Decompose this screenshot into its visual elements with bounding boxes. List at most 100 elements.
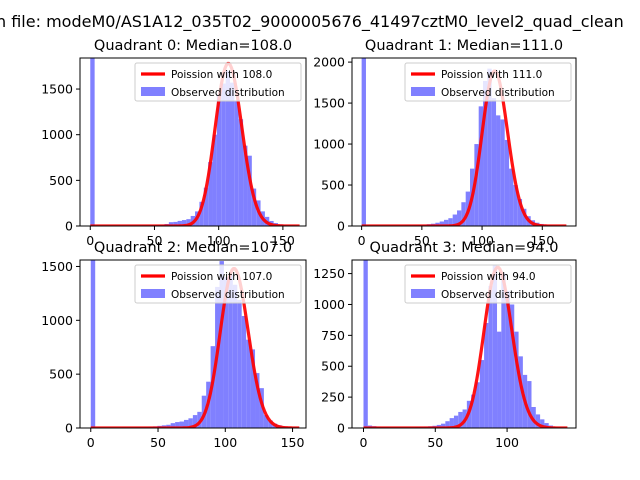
y-tick-label: 0 — [337, 421, 345, 436]
histogram-bar — [484, 323, 489, 428]
x-tick-label: 100 — [207, 233, 231, 248]
histogram-bar — [509, 168, 514, 226]
x-tick-label: 100 — [213, 435, 237, 450]
histogram-bar — [90, 260, 96, 428]
poisson-line — [361, 69, 567, 226]
y-tick-label: 1250 — [313, 266, 345, 281]
legend-box — [404, 264, 572, 304]
histogram-bar — [192, 415, 198, 428]
x-tick-label: 100 — [470, 233, 494, 248]
histogram-bar — [181, 220, 187, 226]
histogram-bar — [448, 218, 453, 226]
histogram-bar — [527, 381, 532, 428]
axes-frame — [79, 57, 307, 227]
histogram-bar — [457, 210, 462, 226]
y-tick-label: 1500 — [313, 96, 345, 111]
histogram-bar — [504, 139, 510, 226]
histogram-bar — [255, 373, 260, 428]
histogram-bar — [479, 360, 485, 428]
histogram-bar — [168, 222, 174, 226]
histogram-bar — [179, 421, 184, 428]
histogram-bar — [497, 331, 502, 428]
histogram-bar — [216, 94, 222, 226]
histogram-bar — [208, 162, 213, 226]
histogram-bar — [212, 134, 217, 226]
legend-line-label: Poission with 107.0 — [171, 271, 272, 283]
quadrant-1-title: Quadrant 1: Median=111.0 — [365, 38, 563, 54]
legend-line-label: Poission with 111.0 — [441, 69, 542, 81]
histogram-bar — [225, 70, 230, 226]
histogram-bar — [491, 98, 497, 226]
legend-box — [134, 62, 302, 102]
histogram-bar — [496, 115, 501, 226]
histogram-bar — [487, 68, 492, 226]
x-tick-label: 50 — [427, 435, 443, 450]
histogram-bar — [544, 423, 549, 428]
y-tick-label: 1000 — [313, 137, 345, 152]
x-tick-label: 150 — [271, 233, 295, 248]
histogram-bar — [175, 422, 180, 428]
legend-line-label: Poission with 94.0 — [441, 271, 536, 283]
legend-line-label: Poission with 108.0 — [171, 69, 272, 81]
poisson-line — [90, 267, 300, 428]
histogram-bar — [363, 260, 368, 428]
histogram-bar — [474, 144, 479, 226]
x-tick-label: 50 — [150, 435, 166, 450]
x-tick-label: 100 — [495, 435, 519, 450]
histogram-bar — [483, 80, 488, 226]
y-tick-label: 500 — [321, 178, 345, 193]
histogram-bar — [247, 155, 252, 226]
histogram-bar — [238, 119, 244, 226]
y-tick-label: 1500 — [41, 82, 73, 97]
histogram-bar — [522, 208, 527, 226]
x-tick-label: 150 — [281, 435, 305, 450]
histogram-bar — [237, 299, 242, 428]
legend-bar-swatch — [141, 87, 165, 96]
histogram-bar — [170, 423, 176, 428]
histogram-bar — [444, 219, 449, 226]
histogram-bar — [478, 106, 484, 226]
histogram-bar — [453, 415, 459, 428]
histogram-bar — [234, 100, 239, 226]
y-tick-label: 1000 — [313, 297, 345, 312]
histogram-bar — [241, 316, 247, 428]
quadrant-1-plot-area — [361, 58, 570, 226]
x-tick-label: 0 — [358, 233, 366, 248]
legend-bar-label: Observed distribution — [441, 87, 555, 99]
figure-suptitle: n file: modeM0/AS1A12_035T02_9000005676_… — [0, 12, 624, 32]
axes-frame — [79, 259, 307, 429]
axes-frame — [351, 259, 577, 429]
legend-bar-swatch — [141, 289, 165, 298]
y-tick-label: 500 — [49, 367, 73, 382]
histogram-bar — [509, 304, 515, 428]
legend-box — [134, 264, 302, 304]
quadrant-0-title: Quadrant 0: Median=108.0 — [94, 38, 292, 54]
histogram-bar — [90, 58, 95, 226]
legend: Poission with 107.0 Observed distribution — [134, 264, 302, 304]
histogram-bar — [199, 201, 204, 226]
histogram-bar — [177, 220, 182, 226]
y-tick-label: 2000 — [313, 55, 345, 70]
x-tick-label: 0 — [87, 435, 95, 450]
histogram-bar — [263, 415, 269, 428]
histogram-bar — [535, 414, 541, 428]
histogram-bar — [246, 339, 251, 428]
histogram-bar — [501, 273, 506, 428]
x-tick-label: 150 — [530, 233, 554, 248]
y-tick-label: 1000 — [41, 127, 73, 142]
poisson-line — [363, 265, 568, 428]
histogram-bar — [492, 264, 498, 428]
legend-bar-label: Observed distribution — [171, 289, 285, 301]
histogram-bar — [531, 407, 536, 428]
histogram-bar — [223, 277, 229, 428]
histogram-bar — [232, 284, 238, 428]
histogram-bar — [500, 119, 505, 226]
legend-bar-label: Observed distribution — [441, 289, 555, 301]
histogram-bar — [518, 356, 523, 428]
x-tick-label: 0 — [86, 233, 94, 248]
histogram-bar — [517, 198, 523, 226]
